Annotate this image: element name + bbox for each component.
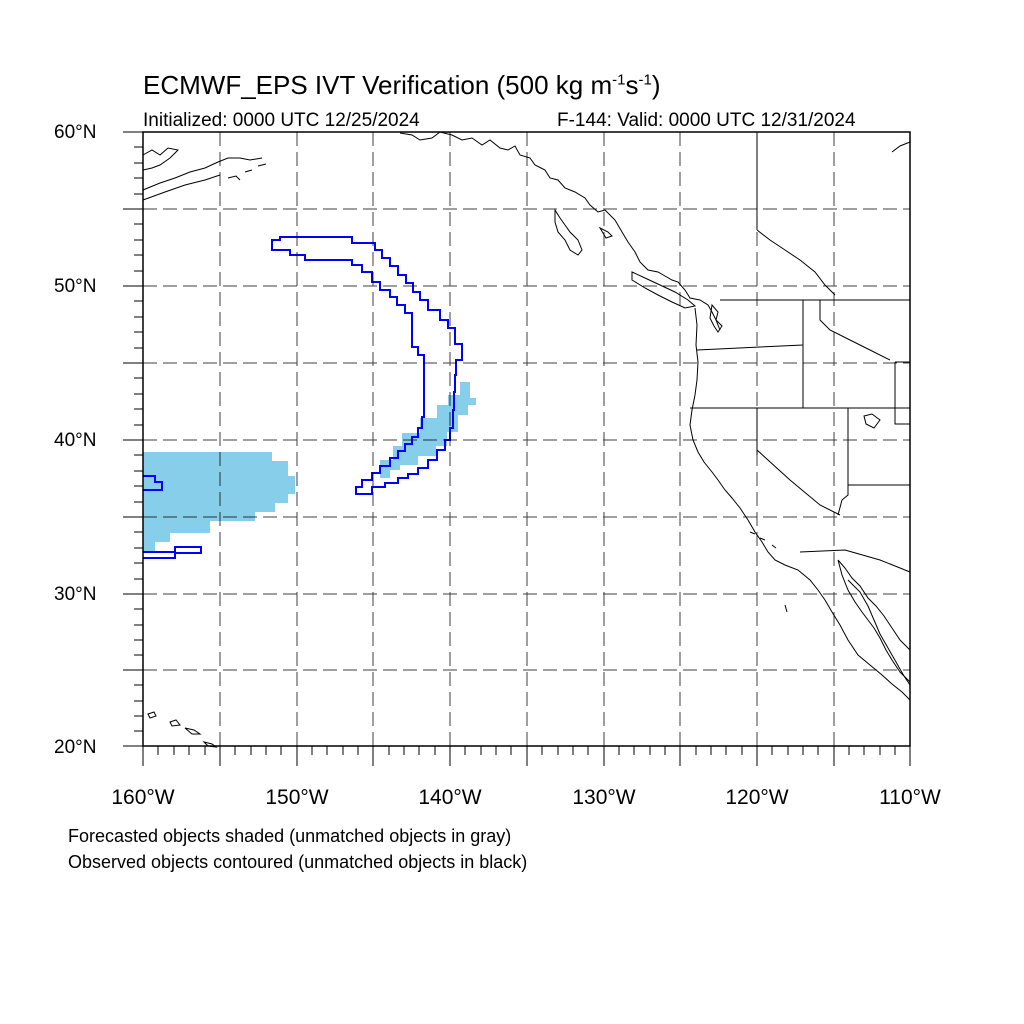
forecast-object-arc (380, 382, 476, 478)
observed-objects (143, 236, 463, 559)
title-sup-1: -1 (612, 71, 626, 89)
alaska-peninsula (142, 157, 263, 201)
axis-ticks (123, 131, 911, 766)
forecast-object-west (143, 452, 295, 551)
title-mid: s (625, 70, 639, 100)
observed-contour-arc (271, 236, 463, 495)
us-west-coast (689, 307, 911, 701)
lon-label-140w: 140°W (418, 786, 482, 809)
chart-title: ECMWF_EPS IVT Verification (500 kg m-1s-… (143, 70, 660, 101)
lat-label-20n: 20°N (54, 737, 97, 758)
lon-label-130w: 130°W (572, 786, 636, 809)
note-observed: Observed objects contoured (unmatched ob… (68, 852, 528, 872)
hudson-bay-edge (891, 141, 911, 153)
vancouver-island (631, 271, 697, 309)
lon-label-150w: 150°W (265, 786, 329, 809)
subtitle-initialized: Initialized: 0000 UTC 12/25/2024 (143, 110, 420, 131)
bc-coast (604, 209, 721, 331)
observed-contour-west-upper (143, 475, 163, 491)
puget-sound (709, 303, 723, 333)
alaska-coast (142, 147, 180, 171)
title-end: ) (651, 70, 661, 100)
note-forecast: Forecasted objects shaded (unmatched obj… (68, 826, 512, 846)
state-borders (690, 133, 911, 573)
alaska-islands (227, 163, 267, 181)
subtitle-valid: F-144: Valid: 0000 UTC 12/31/2024 (557, 110, 856, 131)
bc-islands (554, 208, 613, 256)
channel-islands (749, 531, 788, 613)
lake (863, 413, 881, 429)
lon-label-120w: 120°W (725, 786, 789, 809)
hawaii-islands (147, 711, 218, 748)
title-sup-2: -1 (638, 71, 652, 89)
mexico-mainland (847, 579, 911, 686)
lat-label-40n: 40°N (54, 430, 97, 451)
lat-label-50n: 50°N (54, 276, 97, 297)
forecast-objects (143, 382, 476, 551)
title-main: ECMWF_EPS IVT Verification (500 kg m (143, 70, 613, 100)
gulf-of-alaska-coast (399, 131, 606, 213)
lat-label-30n: 30°N (54, 584, 97, 605)
lon-label-110w: 110°W (879, 786, 941, 809)
observed-contour-west-lower (143, 546, 202, 559)
baja-california (837, 559, 911, 683)
lat-label-60n: 60°N (54, 122, 97, 143)
coastlines-and-borders (142, 131, 911, 748)
lat-lon-grid (143, 132, 910, 746)
lon-label-160w: 160°W (111, 786, 175, 809)
